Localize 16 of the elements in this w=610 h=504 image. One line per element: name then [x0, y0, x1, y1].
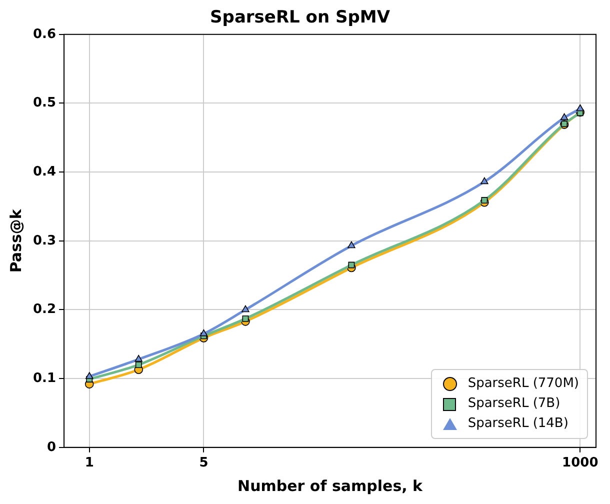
x-tick-label: 5: [199, 456, 208, 471]
x-tick-label: 1000: [562, 456, 598, 471]
y-tick-label: 0.3: [33, 233, 56, 248]
y-tick-label: 0.2: [33, 302, 56, 318]
legend-label: SparseRL (14B): [468, 415, 568, 434]
y-tick-label: 0: [46, 440, 56, 455]
y-tick-label: 0.5: [33, 96, 56, 111]
y-tick-label: 0.1: [33, 370, 56, 386]
y-tick-label: 0.4: [33, 164, 56, 180]
legend-label: SparseRL (770M): [468, 375, 579, 394]
y-axis-title: Pass@k: [6, 208, 25, 273]
chart-title: SparseRL on SpMV: [210, 8, 391, 28]
x-axis-title: Number of samples, k: [238, 476, 424, 495]
x-tick-label: 1: [84, 456, 94, 471]
legend-label: SparseRL (7B): [468, 395, 560, 414]
y-tick-label: 0.6: [33, 26, 56, 42]
